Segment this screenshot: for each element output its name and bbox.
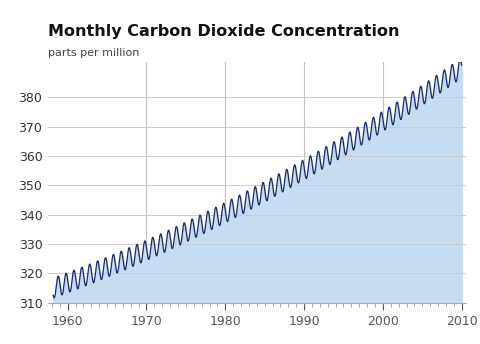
Text: parts per million: parts per million xyxy=(48,48,139,58)
Text: Monthly Carbon Dioxide Concentration: Monthly Carbon Dioxide Concentration xyxy=(48,24,399,39)
